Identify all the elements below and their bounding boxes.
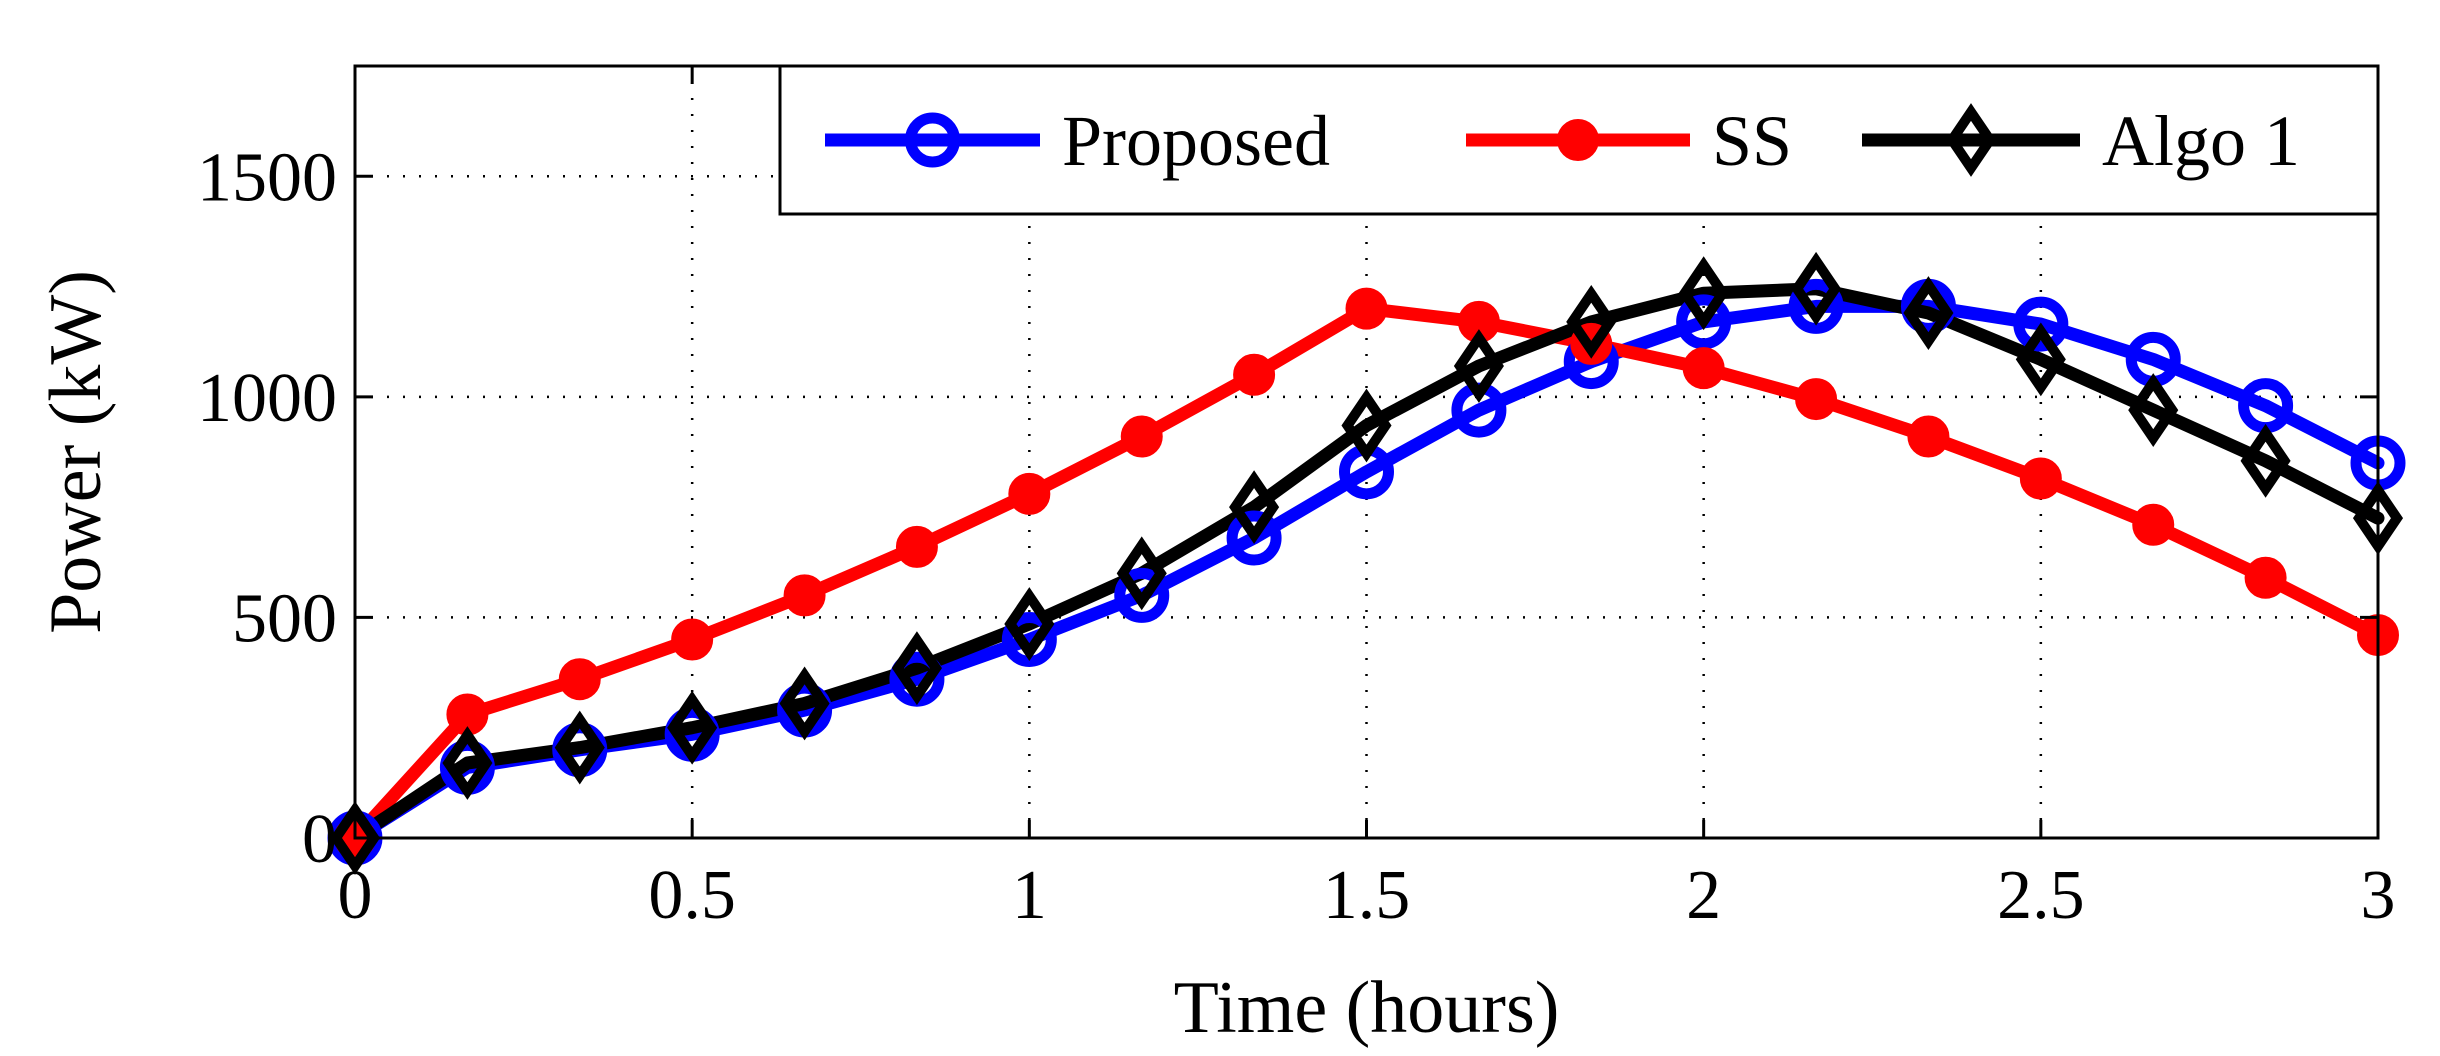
x-tick-label: 1 [1012, 857, 1047, 934]
y-tick-label: 1500 [197, 139, 337, 216]
data-point-ss [671, 618, 714, 661]
series-points-algo-1 [329, 251, 2404, 875]
data-point-algo-1 [1229, 470, 1280, 545]
data-point-algo-1 [891, 631, 942, 706]
data-point-ss [558, 658, 601, 701]
y-tick-label: 0 [302, 801, 337, 878]
data-point-algo-1 [779, 666, 830, 741]
data-point-algo-1 [442, 726, 493, 800]
legend-item-proposed: Proposed [825, 101, 1330, 181]
data-point-algo-1 [1678, 256, 1729, 331]
data-point-algo-1 [554, 710, 605, 785]
data-point-proposed [2013, 296, 2069, 352]
legend-swatch-marker [905, 112, 960, 168]
data-point-ss [2244, 556, 2287, 599]
ticks: 0 0.5 1 1.5 2 2.5 3 0 500 1000 1500 [197, 66, 2396, 934]
data-point-ss [1120, 415, 1163, 458]
data-point-ss [2132, 503, 2175, 546]
x-tick-label: 2.5 [1997, 857, 2085, 934]
data-point-ss [1682, 347, 1725, 390]
data-point-ss [1345, 287, 1388, 330]
legend-item-ss: SS [1466, 101, 1792, 181]
y-tick-label: 500 [232, 580, 337, 657]
y-axis-label: Power (kW) [35, 270, 117, 634]
data-point-algo-1 [1116, 536, 1167, 611]
data-point-ss [1907, 415, 1950, 458]
x-tick-label: 3 [2361, 857, 2396, 934]
data-point-ss [1233, 353, 1276, 396]
data-point-ss [1795, 378, 1838, 421]
x-tick-label: 1.5 [1323, 857, 1411, 934]
legend-item-algo-1: Algo 1 [1862, 101, 2300, 181]
data-point-algo-1 [1566, 284, 1617, 359]
x-axis-label: Time (hours) [1174, 967, 1560, 1049]
y-tick-label: 1000 [197, 360, 337, 437]
data-point-ss [783, 574, 826, 617]
x-tick-label: 0.5 [648, 857, 736, 934]
data-point-ss [895, 525, 938, 568]
legend: Proposed SS Algo 1 [778, 64, 2380, 216]
data-point-algo-1 [1903, 276, 1954, 350]
data-point-algo-1 [1791, 251, 1842, 326]
legend-swatch-marker [1945, 103, 1997, 177]
data-point-proposed [1676, 294, 1732, 350]
data-point-algo-1 [667, 690, 718, 765]
legend-swatch-marker [1557, 119, 1599, 161]
data-point-algo-1 [1341, 388, 1392, 463]
data-point-algo-1 [2015, 322, 2066, 397]
data-point-proposed [1788, 278, 1844, 334]
data-point-algo-1 [1453, 329, 1504, 403]
legend-label-ss: SS [1712, 101, 1792, 181]
data-point-proposed [1001, 611, 1057, 667]
legend-label-proposed: Proposed [1062, 101, 1330, 181]
data-point-algo-1 [2128, 373, 2179, 447]
data-point-algo-1 [1004, 587, 1055, 661]
legend-label-algo-1: Algo 1 [2102, 101, 2300, 181]
data-point-algo-1 [329, 801, 381, 875]
x-tick-label: 0 [338, 857, 373, 934]
data-point-proposed [1226, 510, 1282, 566]
x-tick-label: 2 [1686, 857, 1721, 934]
data-point-ss [2019, 457, 2062, 500]
data-point-ss [1008, 472, 1051, 515]
data-point-proposed [1114, 567, 1170, 623]
data-point-algo-1 [2240, 423, 2291, 498]
series-line-algo-1 [348, 282, 2385, 845]
